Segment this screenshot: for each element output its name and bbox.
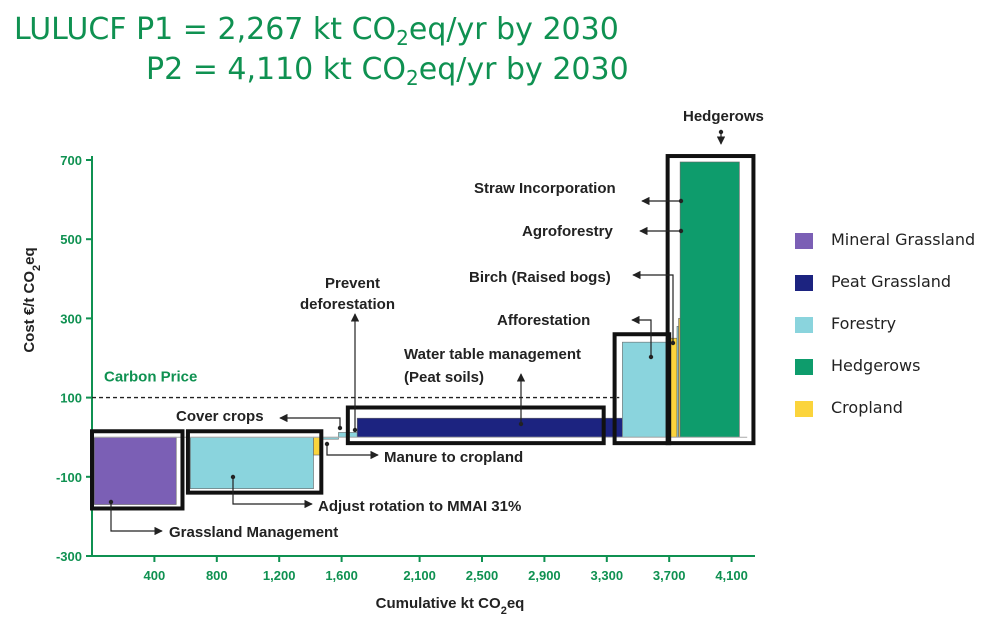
bars-layer [94, 161, 740, 505]
legend-label: Cropland [831, 398, 903, 417]
x-axis-label-suffix: eq [507, 595, 525, 612]
title-line-1: LULUCF P1 = 2,267 kt CO2eq/yr by 2030 [14, 10, 629, 50]
legend-label: Hedgerows [831, 356, 921, 375]
annotation-dot [230, 474, 236, 480]
x-axis-label: Cumulative kt CO2eq [376, 595, 525, 617]
annotation-label: Agroforestry [522, 223, 614, 240]
bar-grassland-management [94, 436, 177, 505]
y-tick-label: 700 [60, 153, 82, 168]
annotation-arrow [279, 413, 341, 428]
y-axis-label-prefix: Cost €/t CO [21, 271, 38, 353]
title-line-1-prefix: LULUCF P1 = 2,267 kt CO [14, 12, 397, 47]
annotation-label: Birch (Raised bogs) [469, 269, 611, 286]
annotation-arrow [631, 315, 652, 357]
legend-label: Peat Grassland [831, 272, 952, 291]
annotation-dot [108, 499, 114, 505]
legend-swatch [795, 401, 813, 417]
annotation-dot [518, 421, 524, 427]
legend-swatch [795, 233, 813, 249]
annotation-dot [718, 129, 724, 135]
annotation-label: deforestation [300, 296, 395, 313]
x-tick-label: 1,200 [263, 568, 296, 583]
y-axis-label-subscript: 2 [31, 265, 43, 271]
carbon-price-label: Carbon Price [104, 369, 197, 386]
bar-hedgerows [679, 161, 740, 438]
annotation-label: Adjust rotation to MMAI 31% [318, 498, 521, 515]
legend-label: Mineral Grassland [831, 230, 976, 249]
annotation-dot [678, 228, 684, 234]
carbon-price-layer: Carbon Price [92, 369, 620, 399]
annotation-dot [648, 354, 654, 360]
legend-label: Forestry [831, 314, 897, 333]
legend-swatch [795, 317, 813, 333]
title-line-2: P2 = 4,110 kt CO2eq/yr by 2030 [14, 50, 629, 90]
x-tick-label: 2,100 [403, 568, 436, 583]
x-tick-label: 800 [206, 568, 228, 583]
x-axis-label-prefix: Cumulative kt CO [376, 595, 501, 612]
annotation-dot [324, 441, 330, 447]
legend-swatch [795, 275, 813, 291]
y-tick-label: 500 [60, 232, 82, 247]
y-tick-label: 300 [60, 311, 82, 326]
highlight-boxes-layer [90, 154, 756, 511]
annotation-label: Manure to cropland [384, 449, 523, 466]
x-tick-label: 2,900 [528, 568, 561, 583]
annotation-label: Hedgerows [683, 108, 764, 125]
y-axis-label: Cost €/t CO2eq [21, 247, 43, 352]
annotation-arrow [632, 270, 674, 343]
bar-water-table-management-peat-soils [356, 417, 623, 438]
x-tick-label: 2,500 [466, 568, 499, 583]
annotation-label: Cover crops [176, 408, 264, 425]
title-line-1-subscript: 2 [396, 26, 409, 50]
x-tick-label: 4,100 [715, 568, 748, 583]
annotation-arrow [326, 444, 379, 460]
annotation-label: Grassland Management [169, 524, 338, 541]
annotation-arrow [110, 502, 163, 536]
annotation-label: Water table management [404, 346, 581, 363]
y-tick-label: 100 [60, 391, 82, 406]
annotation-dot [670, 340, 676, 346]
highlight-box [345, 405, 606, 446]
annotation-label: (Peat soils) [404, 369, 484, 386]
annotation-dot [678, 198, 684, 204]
annotation-arrow [232, 477, 313, 509]
annotation-label: Afforestation [497, 312, 590, 329]
x-tick-label: 3,700 [653, 568, 686, 583]
bar-manure-to-cropland [313, 436, 321, 456]
annotations-layer: Hedgerows Straw Incorporation Agroforestry… [108, 108, 764, 541]
axes-layer: 700 500 300 100 -100 -300 400 800 1,200 1,600 2,10… [21, 153, 755, 617]
title-line-2-prefix: P2 = 4,110 kt CO [146, 52, 407, 87]
x-tick-label: 3,300 [591, 568, 624, 583]
x-tick-label: 400 [144, 568, 166, 583]
title-line-2-suffix: eq/yr by 2030 [418, 52, 629, 87]
legend-swatch [795, 359, 813, 375]
y-tick-label: -100 [56, 470, 82, 485]
highlight-box [90, 429, 185, 511]
annotation-dot [337, 425, 343, 431]
y-tick-label: -300 [56, 549, 82, 564]
annotation-label: Prevent [325, 275, 380, 292]
highlight-box [185, 429, 324, 495]
bar-afforestation [622, 341, 667, 438]
title-line-1-suffix: eq/yr by 2030 [408, 12, 619, 47]
chart-title: LULUCF P1 = 2,267 kt CO2eq/yr by 2030 P2… [14, 10, 629, 90]
annotation-dot [352, 427, 358, 433]
title-line-2-subscript: 2 [406, 66, 419, 90]
highlight-box [665, 154, 756, 446]
annotation-label: Straw Incorporation [474, 180, 616, 197]
y-axis-label-suffix: eq [21, 247, 38, 265]
bar-adjust-rotation-to-mmai-31 [189, 436, 314, 489]
x-tick-label: 1,600 [325, 568, 358, 583]
x-axis-label-subscript: 2 [501, 605, 507, 617]
